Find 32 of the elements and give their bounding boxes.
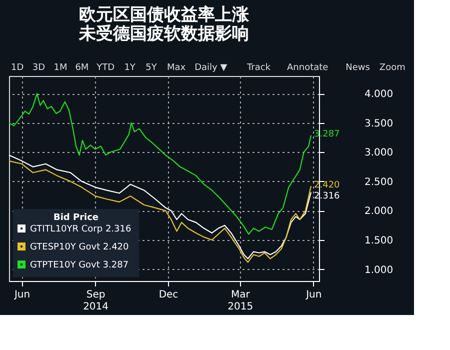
text: 欧元区国债收益率上涨 [79,5,249,25]
text: News [346,63,370,73]
legend-label: GTITL10YR Corp 2.316 [30,224,132,234]
text: Max [167,63,186,73]
x-tick-label: Dec [158,290,178,300]
legend-label: GTPTE10Y Govt 3.287 [30,260,129,270]
text: 3D [32,63,46,73]
x-tick-label: Jun [13,290,30,300]
legend-title: Bid Price [53,213,99,223]
y-tick-label: 1.500 [364,236,394,246]
text: Daily ▼ [194,63,228,73]
text: Zoom [379,63,406,73]
y-tick-label: 4.000 [364,89,394,100]
text: Annotate [287,63,329,73]
y-tick-label: 2.000 [364,206,394,218]
x-tick-label: Jun [305,290,322,300]
text: YTD [96,63,115,73]
legend-label: GTESP10Y Govt 2.420 [30,242,130,252]
text: Track [246,63,272,73]
y-tick-label: 1.000 [364,264,394,276]
text: 1M [54,63,68,73]
line-series [8,93,312,235]
text: 1Y [124,63,136,73]
text: 6M [75,63,89,73]
y-tick-label: 3.000 [364,148,394,159]
y-tick-label: 3.500 [364,118,394,130]
text: 1D [11,63,24,73]
x-tick-label: Mar 2015 [228,290,254,312]
x-tick-label: Sep 2014 [83,290,109,312]
text: 未受德国疲软数据影响 [79,24,249,44]
y-tick-label: 2.500 [364,176,394,188]
text: 5Y [146,63,158,73]
